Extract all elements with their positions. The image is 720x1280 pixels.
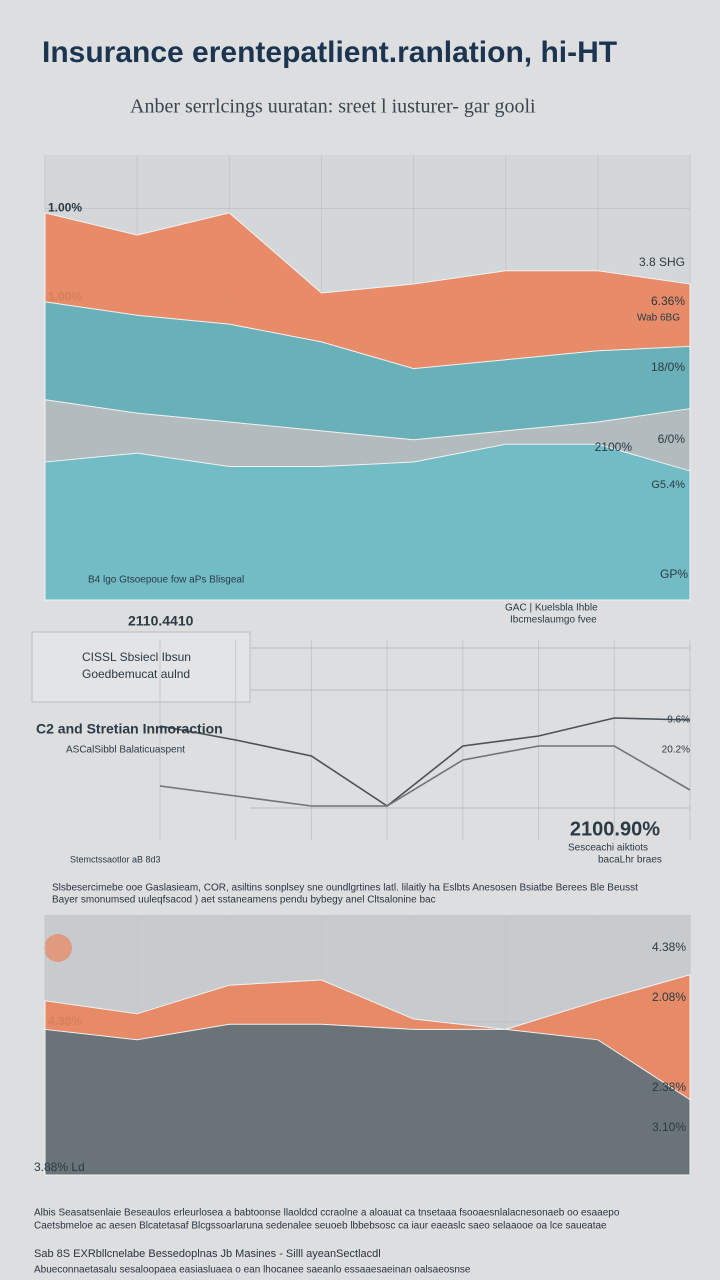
annotation: 2100% [595, 440, 633, 454]
annotation: Goedbemucat aulnd [82, 667, 190, 681]
annotation: 2100.90% [570, 818, 660, 840]
annotation: 18/0% [651, 360, 685, 374]
annotation: Stemctssaotlor aB 8d3 [70, 854, 161, 864]
footer-line: Sab 8S EXRbllcnelabe Bessedoplnas Jb Mas… [34, 1248, 381, 1260]
annotation: 9.6% [667, 715, 690, 726]
y-tick-label: 1.00% [48, 201, 82, 215]
annotation: 2.38% [652, 1080, 686, 1094]
page-title: Insurance erentepatlient.ranlation, hi-H… [42, 36, 617, 69]
annotation: bacaLhr braes [598, 855, 662, 866]
annotation: ASCalSibbl Balaticuaspent [66, 745, 185, 756]
annotation: B4 lgo Gtsoepoue fow aPs Blisgeal [88, 575, 244, 586]
annotation: Wab 6BG [637, 313, 680, 324]
annotation: 3.8 SHG [639, 255, 685, 269]
area [44, 443, 691, 601]
annotation: 3.88% Ld [34, 1160, 85, 1174]
annotation: G5.4% [651, 479, 685, 491]
line [159, 717, 691, 807]
annotation: C2 and Stretian Inmoraction [36, 721, 223, 737]
annotation: Ibcmeslaumgo fvee [510, 615, 597, 626]
footer-line: Abueconnaetasalu sesaloopaea easiasluaea… [34, 1265, 471, 1276]
paragraph-line: Bayer smonumsed uuleqfsacod ) aet sstane… [52, 895, 436, 906]
annotation: 20.2% [662, 745, 690, 756]
area [44, 1023, 691, 1176]
annotation: 6/0% [658, 432, 686, 446]
footer-line: Albis Seasatsenlaie Beseaulos erleurlose… [34, 1208, 620, 1219]
footer-line: Caetsbmeloe ac aesen Blcatetasaf Blcgsso… [34, 1221, 607, 1232]
line [159, 745, 691, 807]
annotation: Sesceachi aiktiots [568, 843, 648, 854]
annotation: 3.10% [652, 1120, 686, 1134]
annotation: GAC | Kuelsbla Ihble [505, 603, 598, 614]
annotation: 2.08% [652, 990, 686, 1004]
annotation: 2110.4410 [128, 613, 194, 629]
annotation: GP% [660, 567, 688, 581]
annotation: 4.38% [652, 940, 686, 954]
annotation: 6.36% [651, 294, 685, 308]
annotation: CISSL Sbsiecl Ibsun [82, 650, 191, 664]
icon [44, 934, 72, 962]
page-subtitle: Anber serrlcings uuratan: sreet l iustur… [130, 96, 536, 118]
paragraph-line: Slsbesercimebe ooe Gaslasieam, COR, asil… [52, 883, 638, 894]
info-box [31, 631, 251, 703]
